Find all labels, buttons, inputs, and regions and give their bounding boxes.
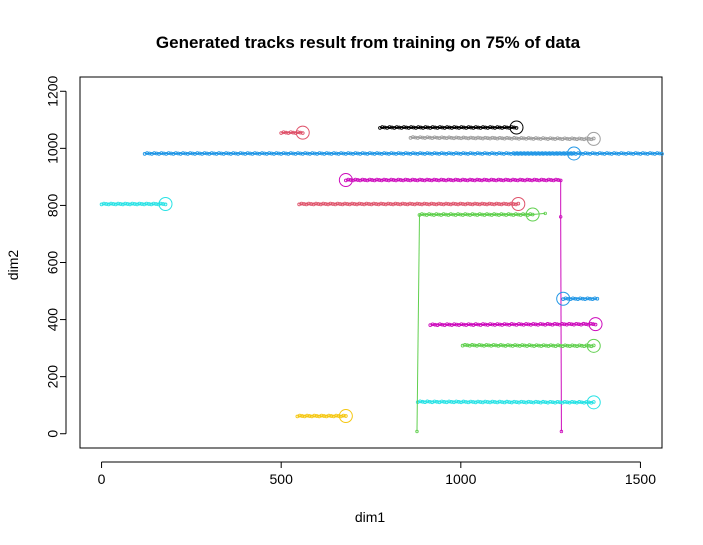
y-tick-label: 1200	[45, 75, 61, 106]
x-tick-label: 1000	[445, 471, 476, 487]
chart-title: Generated tracks result from training on…	[156, 33, 581, 52]
track-point	[415, 429, 419, 434]
track-end-marker	[586, 395, 601, 410]
track-point	[591, 400, 596, 404]
track-end-marker	[566, 146, 581, 161]
track-point	[591, 136, 596, 141]
track-point	[163, 202, 168, 207]
track-end-marker	[509, 120, 524, 135]
track-point	[543, 211, 547, 216]
track	[297, 196, 526, 211]
track	[142, 146, 664, 161]
track	[279, 125, 310, 140]
x-axis: 0 500 1000 1500	[98, 461, 656, 487]
track-end-marker	[295, 125, 310, 140]
track-point	[300, 131, 305, 135]
track	[408, 131, 601, 146]
x-tick-label: 1500	[625, 471, 656, 487]
track	[295, 409, 353, 424]
track	[556, 291, 600, 306]
track-end-marker	[588, 317, 603, 332]
y-tick-label: 0	[45, 430, 61, 438]
track	[415, 207, 601, 434]
x-tick-label: 0	[98, 471, 106, 487]
track-end-marker	[586, 131, 601, 146]
track-end-marker	[338, 409, 353, 424]
track-point	[572, 151, 576, 155]
track-point	[344, 414, 348, 418]
track-point	[558, 178, 563, 183]
track-end-marker	[556, 291, 571, 306]
y-tick-label: 800	[45, 194, 61, 218]
track-end-marker	[158, 196, 173, 211]
y-tick-label: 1000	[45, 133, 61, 164]
plot-frame	[79, 76, 663, 449]
track	[99, 196, 601, 410]
track-point	[591, 343, 596, 348]
track-point	[595, 296, 600, 301]
x-axis-label: dim1	[355, 509, 386, 525]
track	[378, 120, 524, 135]
track-point	[516, 201, 521, 206]
track-point	[559, 429, 564, 434]
tracks	[99, 120, 664, 434]
y-tick-label: 200	[45, 365, 61, 389]
track-connector	[416, 214, 420, 432]
y-tick-label: 600	[45, 251, 61, 275]
track-point	[660, 152, 664, 156]
track-end-marker	[338, 173, 353, 188]
x-tick-label: 500	[270, 471, 294, 487]
y-tick-label: 400	[45, 308, 61, 332]
track-point	[514, 126, 519, 130]
track-end-marker	[511, 196, 526, 211]
track-point	[593, 322, 598, 327]
y-axis: 0 200 400 600 800 1000 1200	[45, 75, 67, 438]
track-end-marker	[586, 338, 601, 353]
track	[338, 173, 603, 434]
track-end-marker	[525, 207, 540, 222]
y-axis-label: dim2	[5, 250, 21, 281]
track-point	[530, 212, 535, 217]
